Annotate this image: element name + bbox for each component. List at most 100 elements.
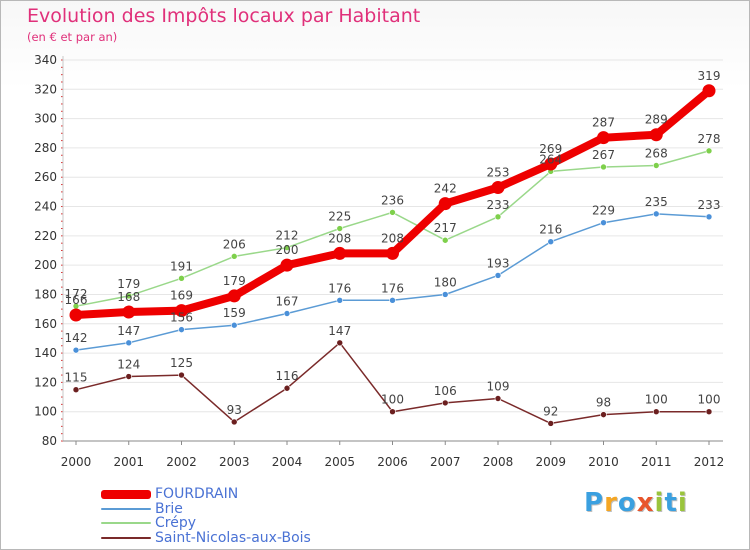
y-tick-label: 300	[34, 112, 57, 126]
legend-label: Saint-Nicolas-aux-Bois	[155, 529, 311, 546]
data-label: 166	[65, 293, 88, 307]
data-point	[597, 131, 610, 145]
legend-swatch	[101, 536, 151, 539]
data-point	[283, 384, 291, 392]
data-point	[494, 272, 502, 279]
x-tick-label: 2009	[535, 455, 566, 469]
data-point	[547, 238, 555, 246]
data-label: 206	[223, 237, 246, 251]
y-tick-label: 240	[34, 200, 57, 214]
data-label: 268	[645, 147, 668, 161]
logo-letter: o	[617, 488, 637, 518]
data-point	[547, 420, 555, 427]
data-label: 100	[645, 393, 668, 407]
data-label: 179	[223, 274, 246, 288]
data-point	[72, 386, 80, 394]
x-tick-label: 2012	[694, 455, 725, 469]
data-label: 168	[117, 290, 140, 304]
data-label: 233	[487, 198, 510, 212]
data-point	[333, 246, 347, 260]
data-label: 169	[170, 289, 193, 303]
x-tick-label: 2003	[219, 455, 250, 469]
data-label: 147	[328, 324, 351, 338]
data-label: 167	[276, 295, 299, 309]
proxiti-logo: Proxiti	[584, 488, 688, 518]
data-label: 179	[117, 277, 140, 291]
x-tick-label: 2005	[324, 455, 355, 469]
y-tick-label: 220	[34, 229, 57, 243]
data-label: 125	[170, 356, 193, 370]
series-fourdrain	[69, 84, 716, 322]
data-point	[441, 291, 449, 298]
data-label: 217	[434, 221, 457, 235]
data-point	[283, 310, 291, 317]
data-label: 147	[117, 324, 140, 338]
data-label: 235	[645, 195, 668, 209]
data-label: 92	[543, 404, 558, 418]
logo-letter: t	[664, 488, 678, 518]
data-label: 116	[276, 369, 299, 383]
data-label: 253	[487, 165, 510, 179]
data-label: 106	[434, 384, 457, 398]
data-point	[544, 157, 558, 171]
data-point	[702, 84, 716, 98]
data-point	[69, 308, 83, 322]
data-label: 100	[698, 393, 721, 407]
logo-letter: i	[677, 488, 688, 518]
data-label: 233	[698, 198, 721, 212]
data-point	[336, 297, 344, 304]
y-tick-labels: 80 100 120 140 160 180 200 220 240 260 280 300 320 34…	[34, 53, 57, 448]
data-label: 159	[223, 306, 246, 320]
legend-swatch	[101, 489, 151, 499]
data-label: 269	[539, 142, 562, 156]
data-label: 229	[592, 204, 615, 218]
data-point	[652, 162, 660, 169]
data-point	[227, 289, 241, 303]
data-label: 225	[328, 210, 351, 224]
data-point	[652, 408, 660, 415]
data-point	[652, 210, 660, 218]
x-tick-label: 2008	[483, 455, 514, 469]
logo-letter: x	[636, 488, 655, 518]
data-point	[283, 244, 291, 251]
data-point	[178, 275, 185, 282]
y-tick-label: 160	[34, 317, 57, 331]
data-label: 287	[592, 116, 615, 130]
legend-swatch	[101, 507, 151, 510]
data-label: 267	[592, 148, 615, 162]
x-tick-label: 2004	[272, 455, 303, 469]
data-point	[386, 246, 399, 260]
data-label: 289	[645, 113, 668, 127]
data-label: 208	[381, 231, 404, 245]
data-point	[175, 304, 188, 318]
y-tick-label: 280	[34, 141, 57, 155]
data-label: 176	[328, 281, 351, 295]
data-point	[600, 163, 607, 171]
data-label: 124	[117, 358, 140, 372]
chart-title: Evolution des Impôts locaux par Habitant	[27, 5, 421, 27]
logo-letter: i	[654, 488, 665, 518]
data-point	[72, 346, 80, 354]
legend-label: FOURDRAIN	[155, 486, 239, 502]
legend-label: Brie	[155, 500, 183, 517]
data-point	[600, 411, 607, 418]
data-point	[122, 305, 136, 319]
data-label: 242	[434, 182, 457, 196]
data-label: 216	[539, 223, 562, 237]
series-cr-py	[72, 147, 713, 310]
data-point	[649, 128, 663, 142]
data-label: 264	[539, 152, 562, 166]
x-tick-labels: 2000 2001 2002 2003 2004 2005 2006 2007 2008 2009…	[61, 455, 725, 469]
data-label: 200	[276, 243, 299, 257]
data-point	[125, 373, 133, 380]
data-point	[336, 339, 344, 347]
data-point	[438, 197, 452, 211]
logo-letter: r	[604, 488, 618, 518]
data-label: 172	[65, 287, 88, 301]
data-label: 212	[276, 229, 299, 243]
data-point	[389, 408, 396, 415]
y-tick-label: 140	[34, 346, 57, 360]
data-point	[441, 236, 449, 244]
